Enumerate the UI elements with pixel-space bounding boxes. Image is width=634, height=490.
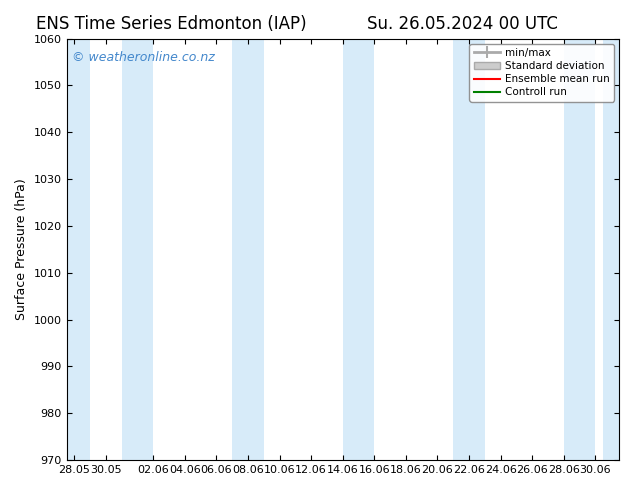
Bar (122, 39, 153, 460)
Text: ENS Time Series Edmonton (IAP): ENS Time Series Edmonton (IAP) (36, 15, 306, 33)
Bar (59, 39, 90, 460)
Text: Su. 26.05.2024 00 UTC: Su. 26.05.2024 00 UTC (367, 15, 559, 33)
Bar (564, 39, 595, 460)
Bar (453, 39, 485, 460)
Legend: min/max, Standard deviation, Ensemble mean run, Controll run: min/max, Standard deviation, Ensemble me… (469, 44, 614, 101)
Text: © weatheronline.co.nz: © weatheronline.co.nz (72, 51, 215, 64)
Bar (343, 39, 374, 460)
Bar (232, 39, 264, 460)
Y-axis label: Surface Pressure (hPa): Surface Pressure (hPa) (15, 178, 28, 320)
Bar (603, 39, 619, 460)
